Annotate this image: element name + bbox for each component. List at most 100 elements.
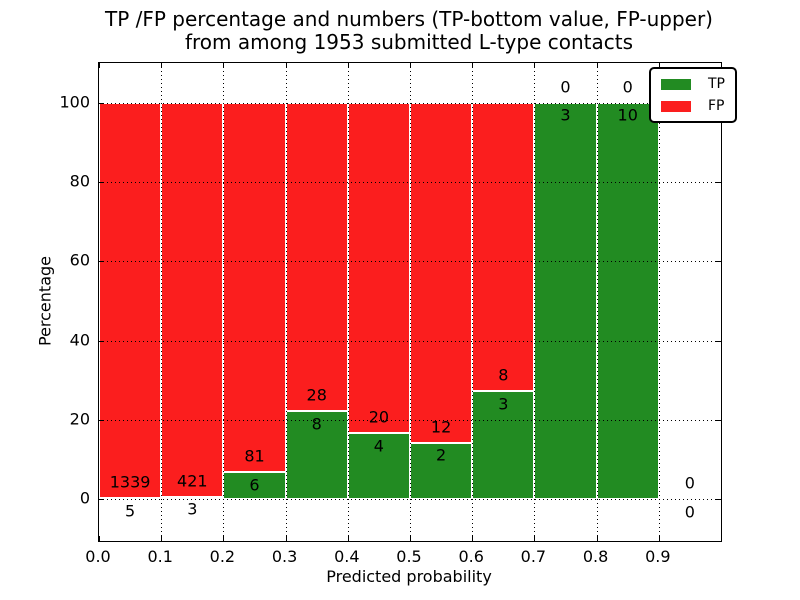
x-gridline (534, 63, 536, 541)
y-tick-left (99, 499, 104, 501)
tp-count-label: 2 (436, 445, 447, 465)
legend: TP FP (649, 67, 737, 123)
x-axis-label: Predicted probability (326, 567, 492, 586)
bar-segment-fp (285, 102, 348, 412)
x-tick-label: 0.8 (582, 547, 609, 566)
y-tick-label: 80 (69, 171, 90, 191)
y-tick-left (99, 420, 104, 421)
x-tick-label: 0.2 (209, 547, 236, 566)
x-gridline (285, 63, 287, 541)
legend-label-fp: FP (708, 98, 725, 114)
tp-count-label: 3 (498, 394, 509, 414)
bar-segment-fp (223, 102, 286, 472)
x-tick-bottom (99, 536, 100, 541)
fp-count-label: 1339 (109, 472, 151, 492)
x-tick-top (534, 63, 536, 68)
x-tick-bottom (410, 536, 411, 541)
chart-title: TP /FP percentage and numbers (TP-bottom… (98, 8, 720, 54)
y-tick-right (716, 182, 721, 183)
x-tick-bottom (596, 536, 598, 541)
y-tick-label: 0 (79, 488, 90, 508)
tp-count-label: 6 (249, 475, 260, 495)
fp-count-label: 8 (498, 365, 509, 385)
chart-title-line1: TP /FP percentage and numbers (TP-bottom… (105, 7, 713, 31)
x-tick-label: 0.3 (271, 547, 298, 566)
bar-segment-fp (99, 102, 162, 498)
bar-segment-tp (534, 102, 597, 500)
x-gridline (223, 63, 225, 541)
tp-count-label: 5 (125, 501, 136, 521)
fp-swatch (661, 100, 691, 112)
x-gridline (596, 63, 598, 541)
x-tick-top (161, 63, 163, 68)
x-tick-bottom (534, 536, 536, 541)
x-tick-top (596, 63, 598, 68)
x-gridline (472, 63, 474, 541)
x-tick-bottom (223, 536, 225, 541)
bar-segment-fp (161, 102, 224, 497)
x-tick-top (99, 63, 100, 68)
fp-count-label: 12 (430, 417, 452, 437)
x-tick-bottom (472, 536, 474, 541)
x-tick-bottom (285, 536, 287, 541)
tp-swatch (661, 78, 691, 90)
y-tick-right (716, 420, 721, 421)
legend-item-fp: FP (661, 98, 725, 114)
fp-count-label: 421 (177, 471, 208, 491)
fp-count-label: 81 (244, 446, 265, 466)
fp-count-label: 20 (368, 407, 390, 427)
y-tick-left (99, 182, 104, 183)
tp-count-label: 4 (373, 436, 384, 456)
y-gridline (99, 102, 721, 104)
tp-count-label: 10 (617, 105, 638, 125)
bar-segment-fp (347, 102, 410, 434)
y-tick-label: 100 (59, 92, 90, 112)
y-tick-left (99, 261, 104, 263)
tp-count-label: 3 (560, 105, 571, 125)
bar-segment-fp (472, 102, 535, 392)
x-gridline (161, 63, 163, 541)
fp-count-label: 0 (684, 473, 695, 493)
bar-segment-tp (347, 433, 410, 500)
x-tick-top (410, 63, 411, 68)
y-tick-label: 40 (69, 330, 90, 350)
x-tick-top (658, 63, 660, 68)
bar-segment-fp (410, 102, 473, 443)
y-gridline (99, 420, 721, 421)
y-tick-right (716, 340, 721, 342)
tp-count-label: 3 (187, 499, 198, 519)
y-gridline (99, 499, 721, 501)
x-tick-label: 0.9 (645, 547, 671, 566)
bar-segment-tp (223, 471, 286, 500)
y-tick-label: 20 (69, 409, 90, 429)
y-gridline (99, 261, 721, 263)
x-tick-label: 0.7 (520, 547, 547, 566)
x-tick-bottom (161, 536, 163, 541)
y-gridline (99, 340, 721, 342)
x-gridline (658, 63, 660, 541)
bar-segment-tp (596, 102, 659, 500)
bar-segment-tp (472, 391, 535, 500)
x-gridline (347, 63, 349, 541)
y-tick-left (99, 340, 104, 342)
fp-count-label: 28 (306, 385, 327, 405)
y-tick-right (716, 261, 721, 263)
legend-label-tp: TP (708, 76, 725, 92)
y-gridline (99, 182, 721, 183)
x-tick-label: 0.1 (147, 547, 173, 566)
x-tick-label: 0.0 (85, 547, 111, 566)
y-tick-label: 60 (69, 250, 90, 270)
tp-count-label: 0 (684, 502, 695, 522)
chart-title-line2: from among 1953 submitted L-type contact… (184, 30, 634, 54)
x-tick-bottom (658, 536, 660, 541)
legend-item-tp: TP (661, 76, 725, 92)
x-gridline (410, 63, 411, 541)
tp-count-label: 8 (311, 414, 322, 434)
y-tick-right (716, 499, 721, 501)
fp-count-label: 0 (560, 77, 571, 97)
x-tick-label: 0.5 (396, 547, 422, 566)
x-tick-bottom (347, 536, 349, 541)
fp-count-label: 0 (622, 77, 633, 97)
x-tick-top (223, 63, 225, 68)
